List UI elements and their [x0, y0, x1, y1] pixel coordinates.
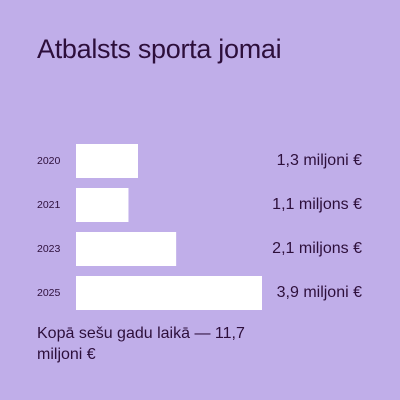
- value-label: 1,3 miljoni €: [277, 152, 362, 169]
- year-label: 2023: [37, 243, 61, 255]
- year-label: 2025: [37, 287, 61, 299]
- bar-2020: [76, 144, 138, 178]
- value-label: 1,1 miljons €: [272, 196, 362, 213]
- value-label: 2,1 miljons €: [272, 240, 362, 257]
- page-title: Atbalsts sporta jomai: [37, 34, 282, 64]
- bar-2023: [76, 232, 177, 266]
- bar-2021: [76, 188, 129, 222]
- value-label: 3,9 miljoni €: [277, 284, 362, 301]
- bar-2025: [76, 276, 262, 310]
- year-label: 2021: [37, 199, 61, 211]
- total-summary: Kopā sešu gadu laikā — 11,7 miljoni €: [37, 325, 245, 363]
- year-label: 2020: [37, 155, 61, 167]
